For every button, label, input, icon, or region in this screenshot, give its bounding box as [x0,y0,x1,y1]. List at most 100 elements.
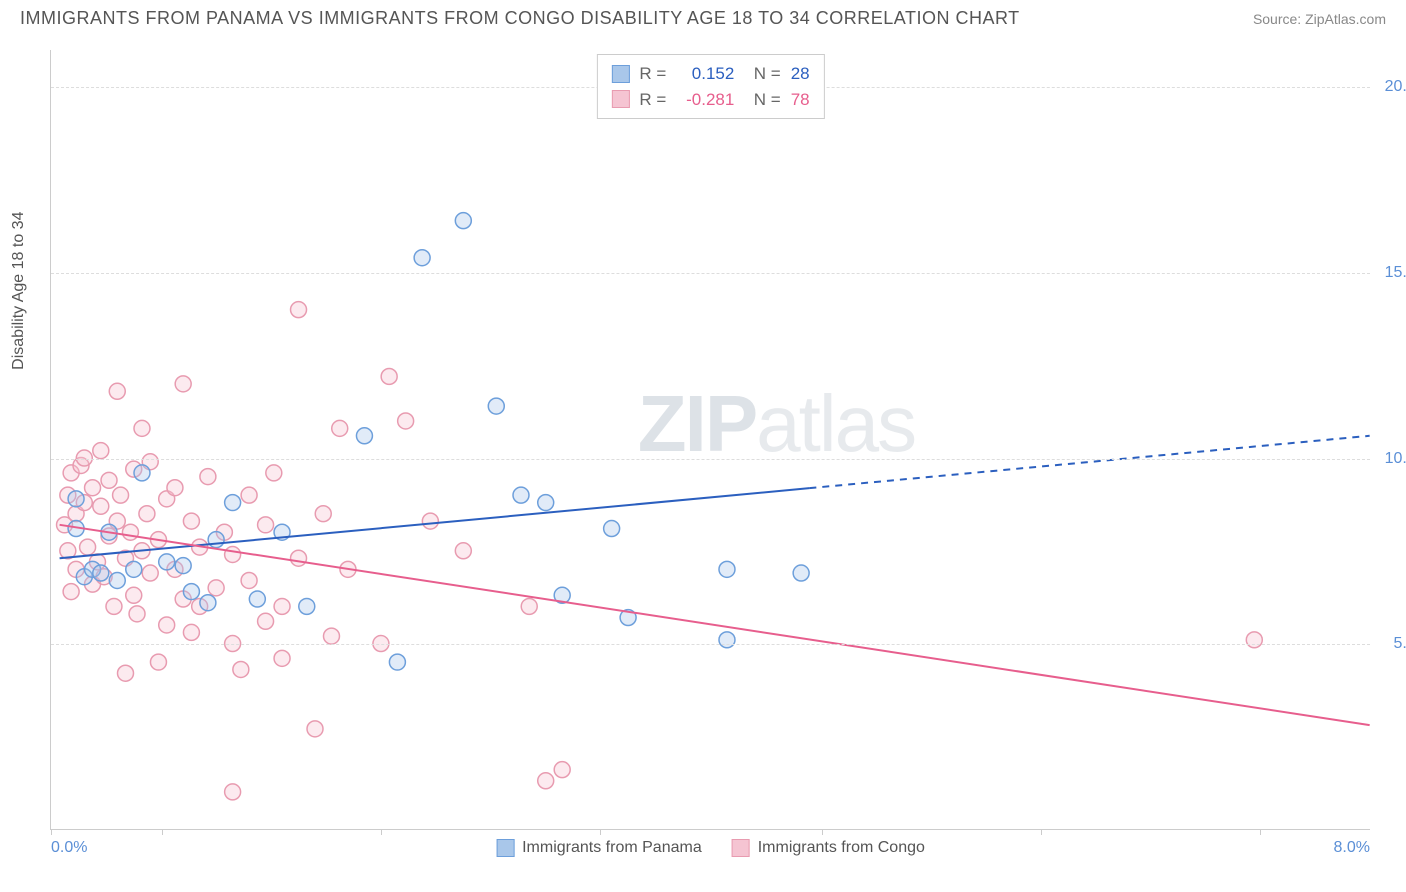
scatter-point [455,213,471,229]
y-axis-title: Disability Age 18 to 34 [10,211,28,369]
scatter-point [356,428,372,444]
stat-r-value: 0.152 [676,61,734,87]
x-axis-min-label: 0.0% [51,839,87,857]
source-label: Source: ZipAtlas.com [1253,11,1386,27]
scatter-point [315,506,331,522]
scatter-point [208,532,224,548]
scatter-point [554,762,570,778]
stat-n-label: N = [744,87,780,113]
scatter-point [93,565,109,581]
x-tick [51,829,52,835]
legend-swatch [611,90,629,108]
scatter-point [323,628,339,644]
scatter-point [291,550,307,566]
y-tick-label: 15.0% [1385,264,1406,282]
scatter-point [381,368,397,384]
stats-legend-box: R = 0.152 N = 28 R = -0.281 N = 78 [596,54,824,119]
stats-row: R = -0.281 N = 78 [611,87,809,113]
scatter-point [513,487,529,503]
scatter-point [233,662,249,678]
stat-n-label: N = [744,61,780,87]
scatter-point [307,721,323,737]
stat-n-value: 28 [791,61,810,87]
legend-swatch [611,65,629,83]
chart-header: IMMIGRANTS FROM PANAMA VS IMMIGRANTS FRO… [0,0,1406,33]
scatter-point [225,495,241,511]
scatter-point [93,498,109,514]
scatter-point [389,654,405,670]
scatter-point [68,491,84,507]
bottom-legend: Immigrants from Panama Immigrants from Co… [496,839,925,857]
scatter-point [109,383,125,399]
chart-title: IMMIGRANTS FROM PANAMA VS IMMIGRANTS FRO… [20,8,1020,29]
scatter-point [118,665,134,681]
scatter-point [150,654,166,670]
stat-r-label: R = [639,61,666,87]
scatter-point [63,584,79,600]
scatter-point [200,469,216,485]
legend-swatch [496,839,514,857]
scatter-point [80,539,96,555]
x-tick [1260,829,1261,835]
scatter-point [274,650,290,666]
gridline [51,644,1370,645]
stats-row: R = 0.152 N = 28 [611,61,809,87]
scatter-point [398,413,414,429]
scatter-point [258,517,274,533]
stat-r-value: -0.281 [676,87,734,113]
x-tick [162,829,163,835]
scatter-point [719,632,735,648]
trend-line [60,525,1370,725]
scatter-point [159,617,175,633]
scatter-point [183,513,199,529]
scatter-point [139,506,155,522]
scatter-point [175,558,191,574]
scatter-point [126,587,142,603]
stat-n-value: 78 [791,87,810,113]
scatter-point [538,495,554,511]
stat-r-label: R = [639,87,666,113]
scatter-point [299,598,315,614]
scatter-point [538,773,554,789]
scatter-point [208,580,224,596]
scatter-point [134,420,150,436]
scatter-point [93,443,109,459]
x-axis-max-label: 8.0% [1334,839,1370,857]
scatter-point [332,420,348,436]
scatter-point [1246,632,1262,648]
x-tick [1041,829,1042,835]
x-tick [381,829,382,835]
scatter-point [109,572,125,588]
scatter-point [175,376,191,392]
scatter-point [241,572,257,588]
scatter-point [521,598,537,614]
scatter-point [422,513,438,529]
legend-item: Immigrants from Panama [496,839,702,857]
scatter-point [793,565,809,581]
scatter-point [183,624,199,640]
gridline [51,273,1370,274]
legend-item: Immigrants from Congo [732,839,925,857]
scatter-point [455,543,471,559]
y-tick-label: 20.0% [1385,78,1406,96]
scatter-point [167,480,183,496]
scatter-point [101,472,117,488]
chart-plot-area: Disability Age 18 to 34 ZIPatlas R =0.15… [50,50,1370,830]
scatter-point [113,487,129,503]
scatter-point [241,487,257,503]
scatter-point [126,561,142,577]
scatter-point [249,591,265,607]
trend-line-extrapolated [809,436,1369,488]
x-tick [600,829,601,835]
y-tick-label: 5.0% [1394,635,1406,653]
legend-label: Immigrants from Panama [522,839,702,857]
scatter-point [85,480,101,496]
scatter-point [258,613,274,629]
scatter-point [225,547,241,563]
scatter-point [159,554,175,570]
scatter-point [200,595,216,611]
scatter-point [106,598,122,614]
legend-swatch [732,839,750,857]
scatter-point [291,302,307,318]
scatter-point [604,521,620,537]
